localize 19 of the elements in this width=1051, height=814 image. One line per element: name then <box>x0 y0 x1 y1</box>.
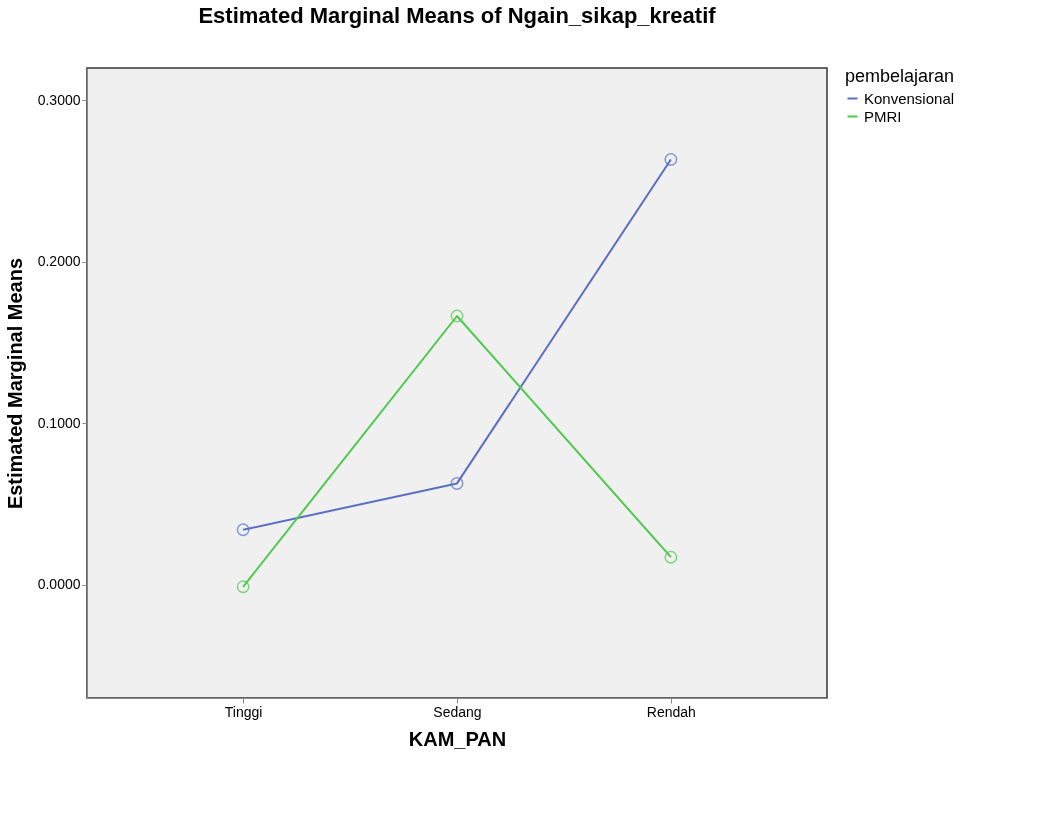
x-tick-label: Sedang <box>433 703 482 720</box>
y-axis-title: Estimated Marginal Means <box>3 257 26 510</box>
point <box>450 476 464 490</box>
y-tick-label: 0.3000 <box>37 91 81 108</box>
legend-title: pembelajaran <box>845 66 955 86</box>
legend-label: PMRI <box>864 107 902 125</box>
y-tick-label: 0.0000 <box>37 576 81 593</box>
chart-title: Estimated Marginal Means of Ngain_sikap_kreatif <box>198 3 717 28</box>
point <box>236 523 250 537</box>
point <box>450 309 464 323</box>
y-tick-label: 0.2000 <box>37 253 81 270</box>
point <box>236 580 250 594</box>
point <box>664 153 678 166</box>
x-axis-title: KAM_PAN <box>408 727 507 750</box>
x-tick-label: Rendah <box>646 703 696 720</box>
x-tick-label: Tinggi <box>224 703 263 720</box>
legend-label: Konvensional <box>864 89 955 107</box>
y-tick-label: 0.1000 <box>37 414 81 431</box>
point <box>664 550 678 564</box>
